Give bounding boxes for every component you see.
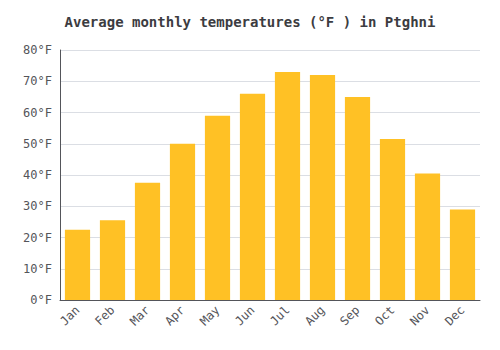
svg-text:Dec: Dec [442, 303, 467, 328]
svg-text:Average monthly temperatures (: Average monthly temperatures (°F ) in Pt… [65, 14, 436, 30]
svg-text:50°F: 50°F [23, 137, 52, 151]
svg-text:May: May [197, 303, 222, 328]
svg-text:70°F: 70°F [23, 74, 52, 88]
svg-text:20°F: 20°F [23, 231, 52, 245]
svg-text:40°F: 40°F [23, 168, 52, 182]
svg-text:Mar: Mar [127, 303, 152, 328]
svg-text:Apr: Apr [162, 303, 187, 328]
svg-text:Oct: Oct [372, 303, 397, 328]
svg-text:Jul: Jul [267, 303, 292, 328]
svg-text:Feb: Feb [92, 303, 117, 328]
svg-text:30°F: 30°F [23, 199, 52, 213]
svg-text:Jun: Jun [232, 303, 257, 328]
svg-text:10°F: 10°F [23, 262, 52, 276]
svg-text:60°F: 60°F [23, 106, 52, 120]
svg-text:Nov: Nov [407, 303, 432, 328]
svg-text:0°F: 0°F [30, 293, 52, 307]
svg-text:Jan: Jan [57, 303, 82, 328]
svg-text:Aug: Aug [302, 303, 327, 328]
svg-text:80°F: 80°F [23, 43, 52, 57]
svg-text:Sep: Sep [337, 303, 362, 328]
